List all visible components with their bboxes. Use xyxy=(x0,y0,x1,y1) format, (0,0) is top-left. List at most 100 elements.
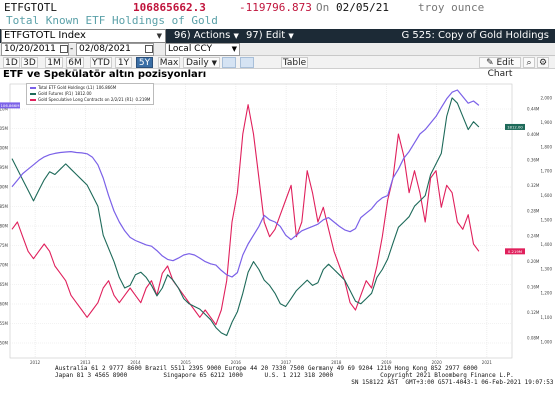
left-tick-label: 50M xyxy=(0,341,9,346)
price-date: 02/05/21 xyxy=(336,1,389,14)
legend-swatch xyxy=(30,93,36,95)
currency-select[interactable]: Local CCY ▼ xyxy=(165,43,240,56)
left-tick-label: 70M xyxy=(0,263,9,268)
mid-tick-label: 0.32M xyxy=(527,183,540,188)
security-description: Total Known ETF Holdings of Gold xyxy=(6,14,218,27)
legend-item-gold: Gold Futures (R1) 1812.00 xyxy=(30,91,150,97)
right-tick-label: 1,100 xyxy=(541,315,553,320)
calendar-icon[interactable] xyxy=(145,45,153,53)
period-max-button[interactable]: Max xyxy=(158,57,180,68)
edit-menu-button[interactable]: 97) Edit ▼ xyxy=(244,29,294,43)
actions-menu-button[interactable]: 96) Actions ▼ xyxy=(172,29,239,43)
series-line-2 xyxy=(11,104,480,326)
x-tick-label: 2012 xyxy=(30,360,41,365)
right-tick-label: 1,700 xyxy=(541,169,553,174)
footer-line-1: Australia 61 2 9777 8600 Brazil 5511 239… xyxy=(55,365,478,372)
right-tick-label: 2,000 xyxy=(541,96,553,101)
chevron-down-icon: ▼ xyxy=(231,45,237,53)
edit-chart-button[interactable]: ✎ Edit Chart xyxy=(479,57,521,79)
legend-swatch xyxy=(30,99,36,101)
edit-chart-label: Edit Chart xyxy=(487,58,514,79)
last-value-tag-etf xyxy=(0,102,20,109)
period-1d-button[interactable]: 1D xyxy=(3,57,20,68)
chart-type-icon[interactable] xyxy=(222,57,236,68)
right-tick-label: 1,900 xyxy=(541,120,553,125)
series-line-1 xyxy=(11,97,480,337)
table-button[interactable]: Table xyxy=(281,57,308,68)
x-tick-label: 2021 xyxy=(482,360,493,365)
left-tick-label: 90M xyxy=(0,185,9,190)
last-value-tag-gold xyxy=(505,123,525,130)
start-date-input[interactable]: 10/20/2011 xyxy=(1,43,69,56)
actions-label: 96) Actions xyxy=(174,30,231,41)
left-tick-label: 105M xyxy=(0,126,9,131)
right-tick-label: 1,300 xyxy=(541,266,553,271)
chart-style-icon[interactable] xyxy=(240,57,254,68)
x-tick-label: 2014 xyxy=(130,360,141,365)
period-6m-button[interactable]: 6M xyxy=(66,57,84,68)
legend-label: Gold Futures (R1) xyxy=(38,91,74,96)
mid-tick-label: 0.20M xyxy=(527,259,540,264)
frequency-select[interactable]: Daily ▼ xyxy=(183,57,220,68)
x-tick-label: 2016 xyxy=(231,360,242,365)
period-5y-button[interactable]: 5Y xyxy=(136,57,153,68)
legend-label: Gold Speculative Long Contracts on 2/2/2… xyxy=(38,97,134,102)
price-unit: troy ounce xyxy=(418,1,485,14)
security-input[interactable]: ETFGTOTL Index ▼ xyxy=(1,29,166,43)
settings-icon[interactable]: ⚙ xyxy=(537,57,549,68)
last-value-tag-etf-label: 106.866M xyxy=(1,103,20,108)
left-tick-label: 65M xyxy=(0,282,9,287)
on-label: On xyxy=(316,1,330,14)
legend-swatch xyxy=(30,87,36,89)
left-tick-label: 80M xyxy=(0,224,9,229)
left-tick-label: 60M xyxy=(0,302,9,307)
date-separator: - xyxy=(70,44,74,54)
legend-value: 106.866M xyxy=(96,85,117,90)
x-tick-label: 2013 xyxy=(80,360,91,365)
right-tick-label: 1,200 xyxy=(541,291,553,296)
edit-icon: ✎ xyxy=(486,58,494,68)
legend-value: 0.219M xyxy=(135,97,151,102)
x-tick-label: 2017 xyxy=(281,360,292,365)
ticker-symbol[interactable]: ETFGTOTL xyxy=(4,1,57,14)
end-date-input[interactable]: 02/08/2021 xyxy=(76,43,154,56)
last-value-tag-gold-label: 1812.00 xyxy=(507,125,523,130)
page-title: G 525: Copy of Gold Holdings xyxy=(401,30,549,41)
series-line-0 xyxy=(11,89,480,278)
footer-line-3: SN 158122 AST GMT+3:00 G571-4043-1 06-Fe… xyxy=(55,379,554,386)
period-1y-button[interactable]: 1Y xyxy=(115,57,132,68)
zoom-icon[interactable]: ⌕ xyxy=(523,57,535,68)
period-3d-button[interactable]: 3D xyxy=(21,57,38,68)
mid-tick-label: 0.12M xyxy=(527,310,540,315)
chevron-down-icon[interactable]: ▼ xyxy=(156,32,162,40)
chevron-down-icon: ▼ xyxy=(211,59,218,67)
left-tick-label: 55M xyxy=(0,321,9,326)
last-value-tag-spec-label: 0.219M xyxy=(508,249,522,254)
x-tick-label: 2020 xyxy=(432,360,443,365)
calendar-icon[interactable] xyxy=(60,45,68,53)
right-tick-label: 1,400 xyxy=(541,242,553,247)
chart-legend: Total ETF Gold Holdings (L1) 106.866M Go… xyxy=(26,83,155,105)
chart-series xyxy=(11,89,480,337)
period-ytd-button[interactable]: YTD xyxy=(90,57,112,68)
right-tick-label: 1,500 xyxy=(541,218,553,223)
left-tick-label: 85M xyxy=(0,204,9,209)
period-1m-button[interactable]: 1M xyxy=(45,57,63,68)
legend-value: 1812.00 xyxy=(75,91,92,96)
legend-item-spec: Gold Speculative Long Contracts on 2/2/2… xyxy=(30,97,150,103)
chart-canvas[interactable]: 2012 2013 2014 2015 2016 2017 2018 2019 2020 2021… xyxy=(0,81,555,365)
mid-tick-label: 0.08M xyxy=(527,336,540,341)
footer-line-2: Japan 81 3 4565 8900 Singapore 65 6212 1… xyxy=(55,372,514,379)
left-tick-label: 100M xyxy=(0,146,9,151)
x-tick-label: 2019 xyxy=(381,360,392,365)
right-tick-label: 1,800 xyxy=(541,144,553,149)
currency-value: Local CCY xyxy=(168,44,213,54)
security-input-value: ETFGTOTL Index xyxy=(4,30,86,41)
x-tick-label: 2015 xyxy=(181,360,192,365)
mid-tick-label: 0.44M xyxy=(527,107,540,112)
x-tick-label: 2018 xyxy=(331,360,342,365)
left-tick-label: 95M xyxy=(0,165,9,170)
chart-title: ETF ve Spekülatör altın pozisyonları xyxy=(3,69,207,80)
